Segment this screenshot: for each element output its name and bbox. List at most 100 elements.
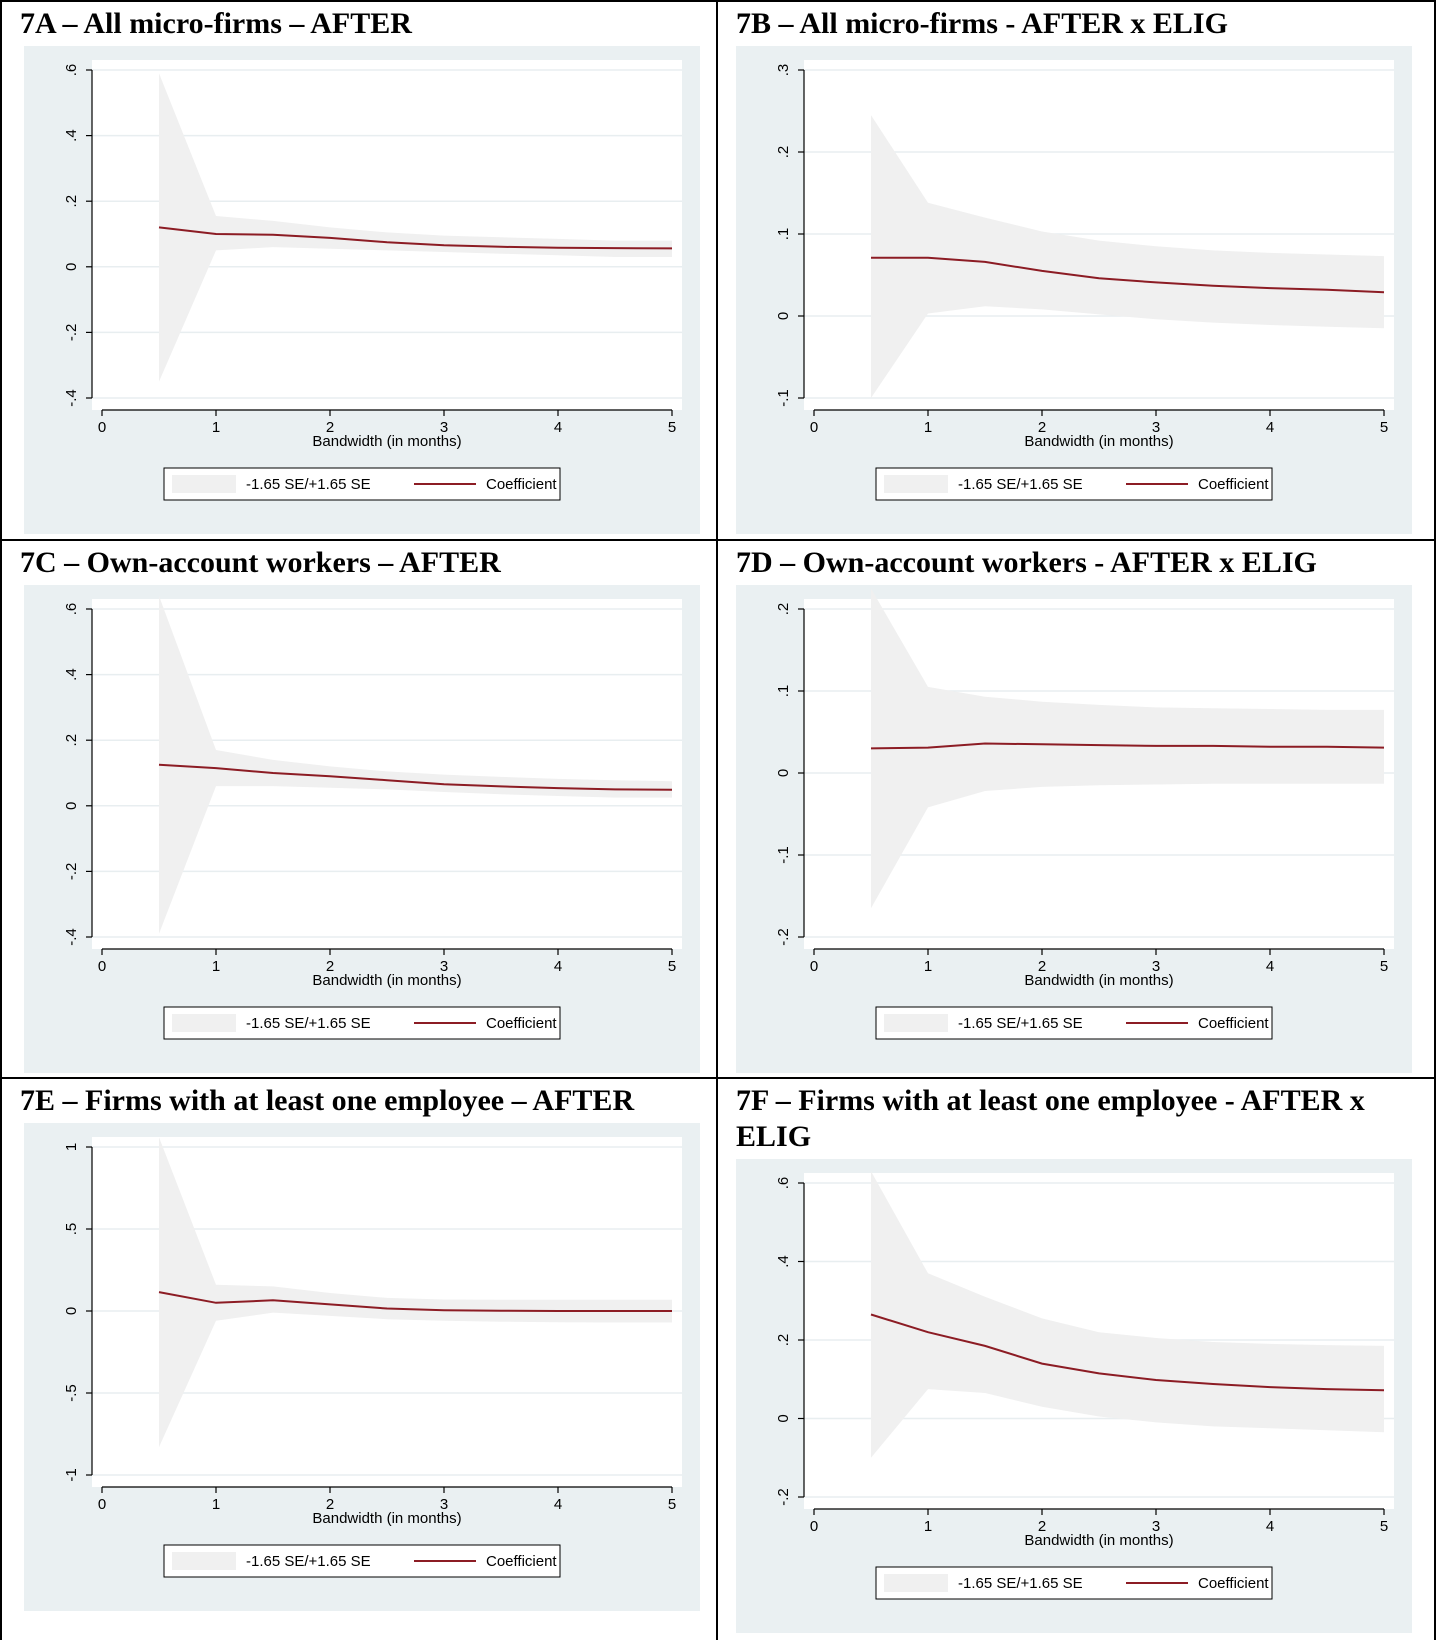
panel-7e: 7E – Firms with at least one employee – … [2, 1079, 716, 1640]
y-tick-label: 0 [775, 312, 792, 320]
panel-7b: 7B – All micro-firms - AFTER x ELIG -.1 0… [718, 2, 1434, 539]
y-tick-label: .5 [63, 1223, 80, 1236]
x-tick-label: 2 [326, 958, 334, 975]
legend-band-label: -1.65 SE/+1.65 SE [958, 476, 1083, 493]
panel-7c: 7C – Own-account workers – AFTER -.4 -.2 0… [2, 541, 716, 1077]
x-axis-title: Bandwidth (in months) [312, 972, 461, 989]
panel-title: 7F – Firms with at least one employee - … [736, 1084, 1365, 1153]
panel-title: 7E – Firms with at least one employee – … [20, 1084, 635, 1117]
x-tick-label: 3 [440, 958, 448, 975]
x-tick-label: 4 [1266, 958, 1274, 975]
x-tick-label: 5 [1380, 1518, 1388, 1535]
chart-7e: -1 -.5 0 .5 1 0 1 2 3 4 5 Bandwidth (in months) -1.6… [24, 1123, 700, 1611]
confidence-band [159, 1137, 672, 1448]
y-tick-label: .1 [775, 685, 792, 698]
legend-band-swatch [172, 475, 236, 493]
legend-band-swatch [884, 475, 948, 493]
y-tick-label: .2 [775, 603, 792, 616]
x-tick-label: 2 [1038, 1518, 1046, 1535]
y-tick-label: -.2 [63, 863, 80, 881]
y-tick-label: .6 [63, 64, 80, 77]
coefficient-line [158, 763, 673, 791]
legend-line-label: Coefficient [1198, 1015, 1269, 1032]
y-tick-label: .1 [775, 228, 792, 241]
confidence-band [159, 595, 672, 934]
y-tick-label: -.2 [63, 324, 80, 342]
x-tick-label: 3 [1152, 1518, 1160, 1535]
panel-title: 7C – Own-account workers – AFTER [20, 546, 501, 579]
x-tick-label: 5 [668, 958, 676, 975]
y-tick-label: .6 [63, 603, 80, 616]
coefficient-line [870, 1313, 1385, 1392]
coefficient-line [871, 256, 1385, 294]
x-tick-label: 1 [212, 1496, 220, 1513]
y-tick-label: .4 [63, 668, 80, 681]
y-tick-label: -.4 [63, 928, 80, 946]
y-tick-label: .2 [775, 1334, 792, 1347]
chart-7d: -.2 -.1 0 .1 .2 0 1 2 3 4 5 Bandwidth (in months) -1… [736, 585, 1412, 1073]
y-tick-label: .4 [63, 129, 80, 142]
x-tick-label: 1 [924, 419, 932, 436]
y-tick-label: 0 [775, 769, 792, 777]
y-tick-label: .2 [63, 734, 80, 747]
x-axis-title: Bandwidth (in months) [312, 433, 461, 450]
confidence-band [159, 73, 672, 382]
x-tick-label: 1 [924, 1518, 932, 1535]
panel-title: 7D – Own-account workers - AFTER x ELIG [736, 546, 1317, 579]
x-tick-label: 1 [212, 958, 220, 975]
y-tick-label: 0 [63, 263, 80, 271]
legend-line-label: Coefficient [486, 1553, 557, 1570]
y-tick-label: .2 [63, 195, 80, 208]
border-row2 [0, 1077, 1436, 1079]
y-tick-label: -.5 [63, 1384, 80, 1402]
legend-line-label: Coefficient [486, 1015, 557, 1032]
coefficient-line [158, 1291, 672, 1312]
border-right [1434, 0, 1436, 1640]
chart-7a: -.4 -.2 0 .2 .4 .6 0 1 2 3 4 5 Bandwidth (in months)… [24, 46, 700, 534]
legend-band-label: -1.65 SE/+1.65 SE [958, 1575, 1083, 1592]
legend-line-label: Coefficient [1198, 1575, 1269, 1592]
legend-line-label: Coefficient [486, 476, 557, 493]
legend-box [875, 1006, 1273, 1040]
x-tick-label: 1 [924, 958, 932, 975]
x-tick-label: 3 [440, 419, 448, 436]
y-tick-label: 0 [63, 1307, 80, 1315]
coefficient-line [158, 226, 673, 250]
y-tick-label: 0 [63, 802, 80, 810]
x-tick-label: 3 [1152, 419, 1160, 436]
chart-7f: -.2 0 .2 .4 .6 0 1 2 3 4 5 Bandwidth (in months) -1.… [736, 1159, 1412, 1633]
y-tick-label: .4 [775, 1255, 792, 1268]
x-tick-label: 4 [554, 958, 562, 975]
x-tick-label: 5 [668, 419, 676, 436]
y-tick-label: .2 [775, 146, 792, 159]
legend-band-label: -1.65 SE/+1.65 SE [246, 1015, 371, 1032]
x-tick-label: 2 [1038, 419, 1046, 436]
border-left [0, 0, 2, 1640]
x-tick-label: 3 [1152, 958, 1160, 975]
y-tick-label: -.1 [775, 389, 792, 407]
legend-band-swatch [172, 1552, 236, 1570]
panel-title: 7B – All micro-firms - AFTER x ELIG [736, 7, 1228, 40]
confidence-band [871, 588, 1384, 909]
legend-band-swatch [884, 1574, 948, 1592]
x-tick-label: 4 [554, 419, 562, 436]
x-tick-label: 0 [98, 1496, 106, 1513]
chart-7b: -.1 0 .1 .2 .3 0 1 2 3 4 5 Bandwidth (in months) -1.… [736, 46, 1412, 534]
y-tick-label: 1 [63, 1143, 80, 1151]
legend-line-label: Coefficient [1198, 476, 1269, 493]
x-tick-label: 5 [1380, 419, 1388, 436]
panel-7f: 7F – Firms with at least one employee - … [718, 1079, 1434, 1640]
coefficient-line [870, 742, 1385, 750]
y-tick-label: -1 [63, 1468, 80, 1481]
x-tick-label: 0 [810, 419, 818, 436]
x-tick-label: 5 [668, 1496, 676, 1513]
x-tick-label: 4 [1266, 1518, 1274, 1535]
x-tick-label: 4 [1266, 419, 1274, 436]
x-tick-label: 3 [440, 1496, 448, 1513]
x-axis-title: Bandwidth (in months) [1024, 433, 1173, 450]
legend-band-swatch [884, 1014, 948, 1032]
x-tick-label: 0 [810, 1518, 818, 1535]
x-tick-label: 2 [1038, 958, 1046, 975]
y-tick-label: -.4 [63, 389, 80, 407]
